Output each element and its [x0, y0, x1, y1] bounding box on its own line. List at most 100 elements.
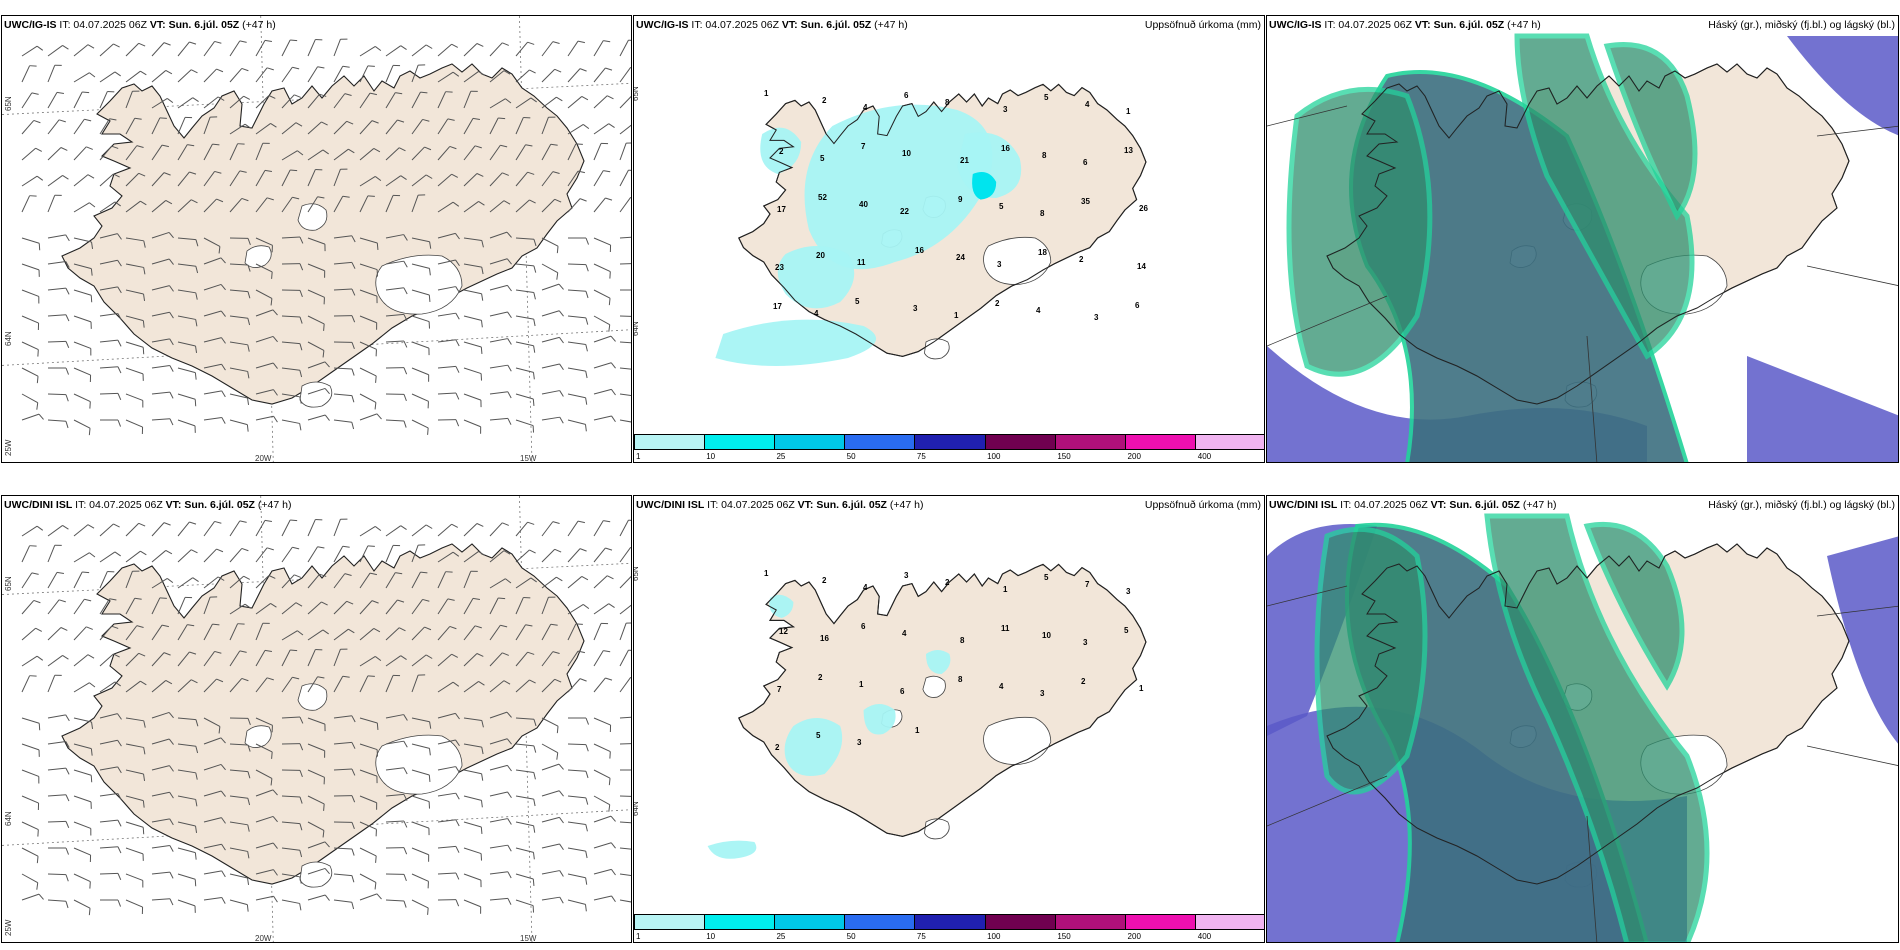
wind-barb-flag	[403, 820, 408, 828]
wind-barb	[229, 520, 241, 537]
wind-barb-flag	[533, 345, 536, 353]
panel-header: UWC/IG-IS IT: 04.07.2025 06Z VT: Sun. 6.…	[4, 19, 276, 31]
coastline	[61, 543, 585, 885]
wind-barb-flag	[630, 546, 631, 549]
wind-barb	[411, 367, 429, 376]
low-cloud	[1747, 356, 1898, 462]
wind-barb-flag	[65, 394, 69, 402]
wind-barb-flag	[91, 721, 94, 730]
wind-barb-flag	[62, 654, 69, 660]
wind-barb-flag	[247, 744, 251, 752]
wind-barb	[21, 743, 40, 751]
wind-barb-flag	[36, 402, 39, 410]
wind-barb	[151, 550, 167, 563]
wind-barb	[593, 415, 612, 421]
wind-barb-flag	[503, 680, 511, 685]
wind-barb-flag	[558, 337, 564, 344]
wind-barb-flag	[556, 96, 563, 102]
lat-label-25w: 25W	[4, 439, 13, 456]
precip-value-label: 23	[775, 263, 784, 272]
wind-barb	[229, 123, 246, 135]
wind-barb	[203, 198, 217, 213]
panel-header: UWC/IG-IS IT: 04.07.2025 06Z VT: Sun. 6.…	[636, 19, 908, 31]
precip-values: 1246835412571021168613175240229583526232…	[764, 89, 1148, 322]
wind-barb	[411, 795, 430, 803]
wind-barb	[437, 739, 456, 745]
wind-barb	[21, 92, 33, 109]
wind-barb-flag	[533, 799, 536, 807]
wind-barb	[73, 717, 92, 723]
wind-barb-flag	[65, 901, 69, 909]
wind-barb-flag	[216, 68, 224, 73]
wind-barb-flag	[117, 366, 122, 374]
wind-barb-flag	[403, 847, 408, 855]
wind-barb-flag	[532, 852, 535, 860]
wind-barb	[385, 627, 400, 641]
wind-barb-flag	[270, 122, 277, 128]
wind-barb-flag	[214, 520, 222, 524]
wind-barb	[541, 763, 560, 771]
wind-barb	[411, 44, 427, 57]
wind-barb-flag	[299, 236, 304, 244]
wind-barb-flag	[374, 402, 377, 410]
wind-barb	[411, 263, 430, 269]
wind-barb	[151, 144, 163, 161]
wind-barb-flag	[159, 597, 167, 599]
wind-barb	[359, 65, 369, 83]
colorbar-label: 200	[1127, 452, 1141, 461]
wind-barb	[229, 873, 248, 879]
wind-barb-flag	[239, 520, 247, 523]
wind-barb	[541, 283, 560, 291]
wind-barb-flag	[292, 66, 300, 70]
wind-barb	[619, 95, 631, 109]
wind-barb	[463, 717, 482, 722]
wind-barb-flag	[290, 649, 298, 652]
wind-barb	[125, 743, 144, 748]
precip-value-label: 6	[1083, 158, 1088, 167]
wind-barb-flag	[455, 312, 460, 320]
wind-barb	[255, 123, 271, 135]
wind-barb	[619, 622, 627, 641]
wind-barb-flag	[140, 70, 147, 76]
wind-barb	[73, 743, 92, 750]
wind-barb-flag	[221, 897, 226, 904]
wind-barb-flag	[117, 339, 122, 347]
wind-barb	[99, 766, 118, 771]
wind-barb-flag	[507, 791, 512, 799]
wind-barb	[437, 146, 451, 161]
precip-value-label: 1	[954, 311, 959, 320]
wind-barb	[203, 678, 217, 693]
colorbar-swatch	[1055, 435, 1126, 449]
wind-barb-flag	[556, 246, 559, 254]
wind-barb	[307, 39, 316, 57]
wind-barb	[333, 600, 348, 615]
wind-barb	[411, 146, 425, 161]
wind-barb	[333, 847, 353, 850]
precip-value-label: 10	[902, 149, 911, 158]
wind-barb	[515, 795, 534, 800]
wind-barb-flag	[529, 679, 536, 684]
wind-barb	[73, 263, 92, 270]
wind-barb-flag	[271, 751, 273, 759]
wind-barb-flag	[299, 903, 302, 911]
wind-barb-flag	[507, 338, 512, 345]
wind-barb	[567, 769, 586, 772]
wind-barb	[619, 341, 631, 344]
wind-barb	[151, 711, 170, 719]
wind-barb-flag	[579, 548, 587, 552]
wind-barb	[281, 899, 300, 904]
wind-barb	[255, 170, 266, 187]
precip-value-label: 12	[779, 627, 788, 636]
wind-barb-flag	[65, 767, 70, 775]
wind-barb	[463, 91, 472, 109]
precip-colorbar	[634, 914, 1264, 930]
wind-barb	[47, 820, 67, 823]
precip-title: Uppsöfnuð úrkoma (mm)	[1144, 19, 1261, 31]
wind-barb	[229, 795, 248, 799]
graticule	[1267, 105, 1898, 462]
cloud-title: Háský (gr.), miðský (fj.bl.) og lágský (…	[1708, 499, 1895, 511]
wind-barb-flag	[111, 625, 119, 629]
wind-barb	[203, 817, 222, 823]
wind-barb	[307, 649, 316, 667]
wind-barb	[593, 547, 606, 563]
